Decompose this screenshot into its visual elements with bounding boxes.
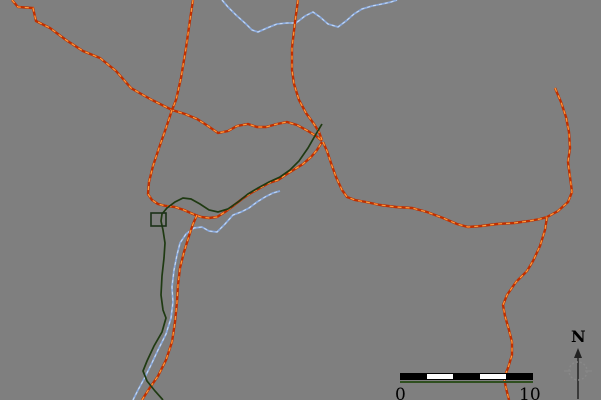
scale-label-end: 10 — [519, 385, 541, 400]
road-northeast-dashes — [546, 87, 573, 218]
scale-bar — [400, 373, 533, 380]
scale-bar-segment — [427, 374, 454, 379]
road-southeast-long-dashes — [322, 141, 548, 228]
road-west-vertical-dashes — [147, 0, 323, 219]
north-arrow-head — [574, 348, 582, 358]
scale-bar-segment — [453, 374, 480, 379]
road-north-vertical-dashes — [291, 0, 323, 141]
river-main-dashes — [132, 190, 281, 400]
scale-bar-segment — [479, 374, 506, 379]
scale-bar-segment — [401, 374, 428, 379]
north-arrow-label: N — [571, 327, 586, 346]
scale-label-start: 0 — [395, 385, 406, 400]
scale-bar-segment — [505, 374, 532, 379]
road-south-branch-dashes — [141, 214, 198, 400]
railway-main — [142, 123, 323, 400]
building-outline — [150, 212, 167, 227]
river-top-dashes — [221, 0, 398, 33]
road-northwest-diagonal-dashes — [11, 0, 323, 142]
scale-bar-underline — [400, 381, 533, 383]
